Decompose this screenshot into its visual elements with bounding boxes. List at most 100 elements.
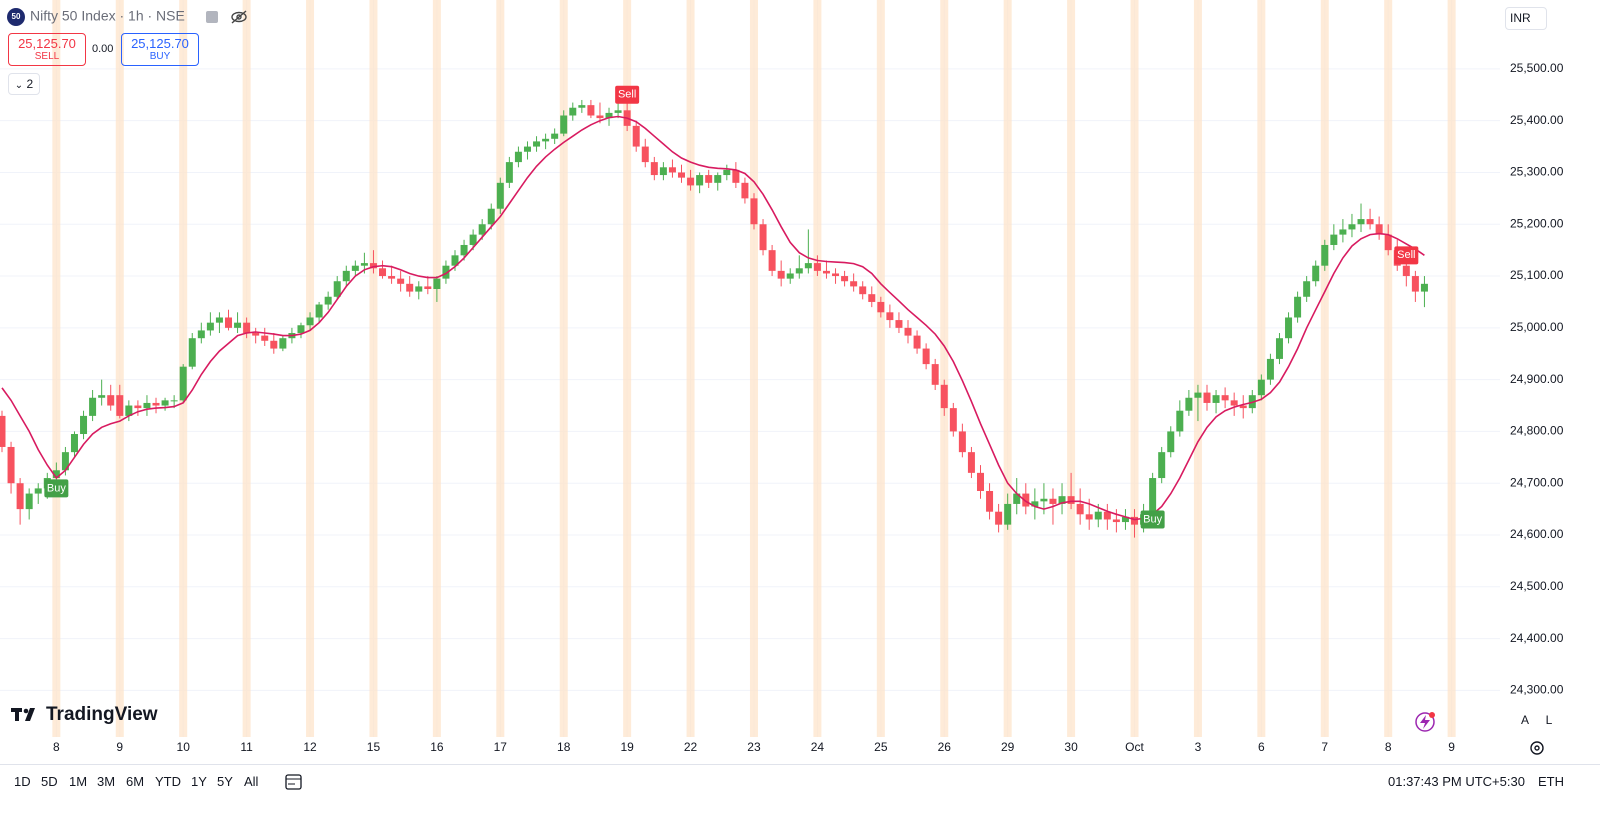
sell-label: SELL [34, 51, 60, 62]
candle-body [768, 250, 776, 271]
candle-body [215, 317, 223, 323]
y-tick-label: 25,100.00 [1510, 268, 1564, 282]
sell-button[interactable]: 25,125.70 SELL [8, 33, 86, 66]
candle-body [795, 268, 803, 274]
range-button[interactable]: 1D [14, 774, 31, 789]
date-range-icon[interactable] [284, 772, 304, 792]
lightning-icon[interactable] [1415, 712, 1435, 732]
candle-body [125, 405, 133, 416]
range-button[interactable]: 5D [41, 774, 58, 789]
symbol-icon [7, 8, 25, 26]
candle-body [306, 317, 314, 326]
signal-badge [1394, 246, 1419, 265]
range-button[interactable]: 6M [126, 774, 145, 789]
candle-body [723, 169, 731, 176]
candle-body [813, 263, 821, 271]
candle-body [1339, 229, 1347, 235]
candle-body [687, 177, 695, 186]
candle-body [976, 472, 984, 491]
market-status-icon[interactable] [206, 11, 218, 23]
hide-icon[interactable] [231, 10, 247, 24]
range-button[interactable]: 5Y [217, 774, 233, 789]
candle-body [469, 234, 477, 245]
symbol-title[interactable]: Nifty 50 Index · 1h · NSE [30, 8, 185, 24]
candle-body [379, 268, 387, 277]
buy-button[interactable]: 25,125.70 BUY [121, 33, 199, 66]
session-break [1130, 0, 1139, 737]
candle-body [487, 208, 495, 225]
x-tick-label: Oct [1125, 740, 1144, 754]
signal-badge [44, 479, 69, 498]
candle-body [1031, 501, 1039, 507]
candle-body [696, 175, 704, 186]
candle-body [714, 175, 722, 183]
candle-body [433, 278, 441, 289]
candle-body [1420, 283, 1428, 292]
candle-body [886, 312, 894, 321]
x-tick-label: 16 [430, 740, 444, 754]
range-button[interactable]: 1Y [191, 774, 207, 789]
candle-body [496, 182, 504, 209]
candle-body [832, 273, 840, 277]
brand-logo [11, 708, 35, 721]
candle-body [1275, 338, 1283, 359]
range-button[interactable]: 3M [97, 774, 116, 789]
session-break [1447, 0, 1456, 737]
candle-body [614, 110, 622, 113]
indicator-toggle[interactable]: ⌄ 2 [8, 73, 40, 95]
candle-body [442, 265, 450, 279]
candle-body [34, 488, 42, 494]
signal: Buy [1140, 510, 1165, 529]
x-tick-label: 30 [1064, 740, 1078, 754]
candle-body [143, 402, 151, 409]
session-break [876, 0, 885, 737]
session-break [749, 0, 758, 737]
candle-body [1103, 511, 1111, 520]
candle-body [1384, 234, 1392, 251]
candle-body [750, 198, 758, 225]
y-tick-label: 25,300.00 [1510, 165, 1564, 179]
candle-body [913, 335, 921, 349]
candle-body [587, 105, 595, 116]
candle-body [7, 446, 15, 484]
x-tick-label: 29 [1001, 740, 1015, 754]
candle-body [134, 405, 142, 409]
candle-body [931, 364, 939, 385]
range-button[interactable]: All [244, 774, 259, 789]
candle-body [1257, 379, 1265, 396]
candle-body [551, 133, 559, 139]
y-tick-label: 24,800.00 [1510, 424, 1564, 438]
y-tick-label: 25,200.00 [1510, 216, 1564, 230]
candle-body [958, 431, 966, 453]
candle-body [949, 408, 957, 432]
candle-body [89, 397, 97, 416]
range-button[interactable]: YTD [155, 774, 181, 789]
candle-body [1221, 395, 1229, 401]
auto-scale[interactable]: A [1520, 713, 1529, 727]
candle-body [1411, 276, 1419, 292]
candle-body [1167, 431, 1175, 453]
candle-body [1266, 358, 1274, 380]
candle-body [877, 301, 885, 313]
session[interactable]: ETH [1538, 774, 1564, 789]
candle-body [596, 115, 604, 119]
y-tick-label: 25,000.00 [1510, 320, 1564, 334]
x-tick-label: 9 [116, 740, 123, 754]
currency[interactable]: INR [1505, 7, 1547, 30]
candle-body [560, 115, 568, 134]
log-scale[interactable]: L [1545, 713, 1553, 727]
candle-body [80, 415, 88, 435]
candle-body [841, 276, 849, 282]
candle-body [1321, 244, 1329, 266]
spread: 0.00 [92, 43, 114, 55]
signal-badge [1140, 510, 1165, 529]
candle-body [1357, 219, 1365, 225]
settings-icon[interactable] [1530, 741, 1544, 755]
candle-body [542, 138, 550, 142]
candle-body [261, 335, 269, 341]
y-tick-label: 24,300.00 [1510, 683, 1564, 697]
x-tick-label: 19 [620, 740, 634, 754]
range-button[interactable]: 1M [69, 774, 88, 789]
y-tick-label: 25,500.00 [1510, 61, 1564, 75]
x-tick-label: 24 [811, 740, 825, 754]
